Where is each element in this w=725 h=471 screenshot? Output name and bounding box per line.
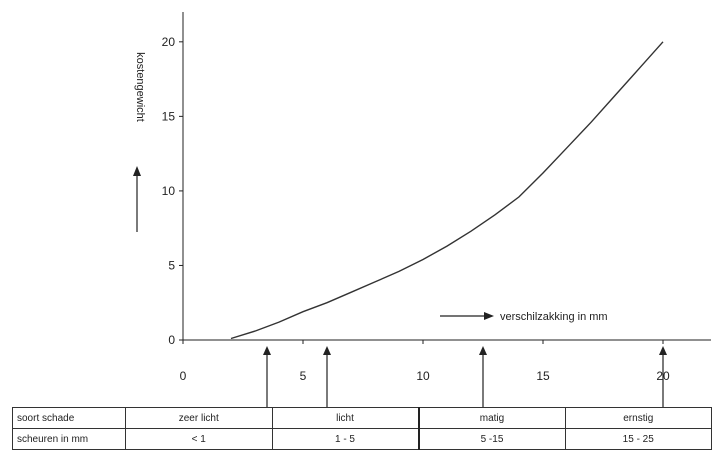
table-cell: matig xyxy=(417,407,566,429)
y-tick-label: 0 xyxy=(168,333,175,347)
series-line xyxy=(230,41,664,340)
y-tick-label: 20 xyxy=(162,35,176,49)
x-tick-label: 10 xyxy=(416,369,430,383)
table-cell: zeer licht xyxy=(125,407,273,429)
row-label: soort schade xyxy=(12,407,126,429)
marker-arrow-head xyxy=(659,346,667,355)
table-row: soort schade zeer licht licht matig erns… xyxy=(12,407,712,429)
x-axis-title: verschilzakking in mm xyxy=(500,311,608,323)
series-group xyxy=(230,41,664,340)
x-axis-title-arrow xyxy=(440,312,494,320)
x-tick-label: 0 xyxy=(180,369,187,383)
x-tick-label: 5 xyxy=(300,369,307,383)
table-row: scheuren in mm < 1 1 - 5 5 -15 15 - 25 xyxy=(12,428,712,450)
y-axis-title-arrow xyxy=(133,166,141,232)
table-cell: licht xyxy=(271,407,419,429)
marker-arrow-head xyxy=(323,346,331,355)
table-cell: 15 - 25 xyxy=(564,428,712,450)
damage-classification-table: soort schade zeer licht licht matig erns… xyxy=(12,407,712,450)
table-cell: 1 - 5 xyxy=(271,428,419,450)
table-cell: ernstig xyxy=(564,407,712,429)
y-tick-label: 5 xyxy=(168,258,175,272)
y-tick-label: 10 xyxy=(162,184,176,198)
y-axis-title: kostengewicht xyxy=(134,52,146,122)
axes xyxy=(182,12,711,341)
marker-arrow-head xyxy=(479,346,487,355)
row-label: scheuren in mm xyxy=(12,428,126,450)
table-cell: 5 -15 xyxy=(417,428,566,450)
x-tick-label: 15 xyxy=(536,369,550,383)
table-cell: < 1 xyxy=(125,428,273,450)
y-tick-label: 15 xyxy=(162,109,176,123)
marker-arrow-head xyxy=(263,346,271,355)
marker-arrows xyxy=(263,346,667,407)
